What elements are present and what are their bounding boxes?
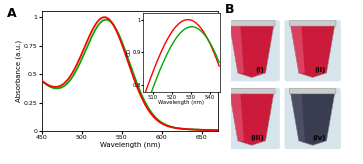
Polygon shape [290,90,335,145]
X-axis label: Wavelength (nm): Wavelength (nm) [99,142,160,148]
Text: A: A [7,7,16,20]
FancyBboxPatch shape [285,88,341,149]
Polygon shape [229,22,244,73]
Text: (iii): (iii) [250,135,264,141]
FancyBboxPatch shape [224,88,280,149]
FancyBboxPatch shape [289,21,336,26]
Polygon shape [290,22,335,77]
FancyBboxPatch shape [228,89,275,94]
Polygon shape [229,90,244,141]
Text: (i): (i) [256,67,264,73]
Text: (iv): (iv) [312,135,325,141]
Text: (ii): (ii) [314,67,325,73]
X-axis label: Wavelength (nm): Wavelength (nm) [159,100,204,105]
Polygon shape [290,90,305,141]
Y-axis label: OD: OD [127,49,131,56]
FancyBboxPatch shape [289,89,336,94]
Polygon shape [290,22,305,73]
Polygon shape [229,90,274,145]
FancyBboxPatch shape [285,20,341,81]
Polygon shape [229,22,274,77]
FancyBboxPatch shape [224,20,280,81]
FancyBboxPatch shape [228,21,275,26]
Text: B: B [225,3,235,16]
Y-axis label: Absorbance (a.u.): Absorbance (a.u.) [16,40,23,102]
